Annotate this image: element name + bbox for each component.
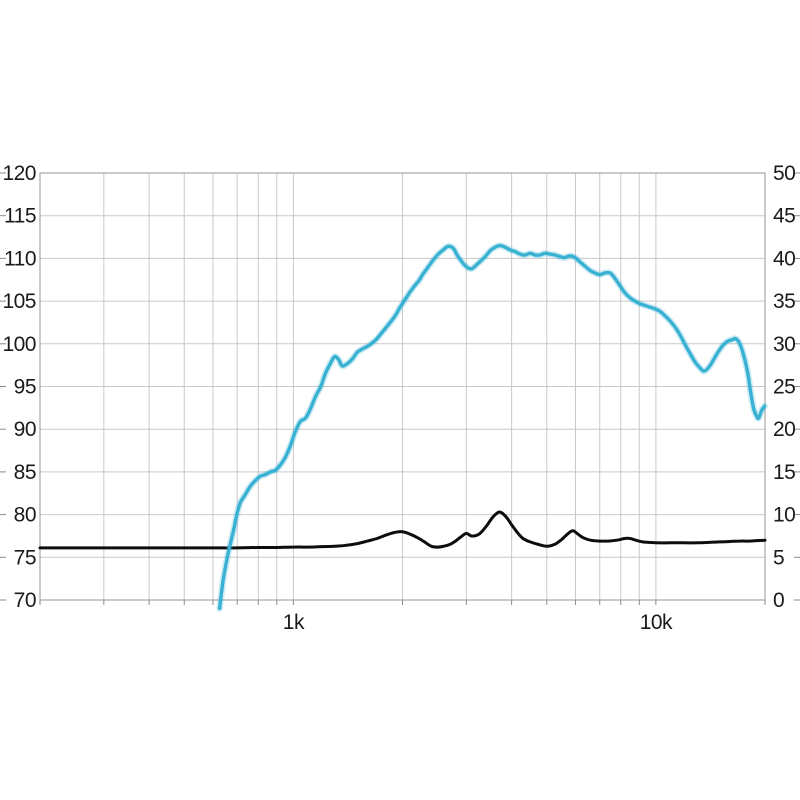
y-left-tick-label: 115 [4,205,36,228]
y-left-tick-label: 85 [14,461,36,484]
spl-curve-halo [216,242,768,612]
y-right-tick-label: 25 [773,376,795,399]
y-right-tick-label: 0 [773,589,784,612]
y-left-tick-label: 100 [2,333,36,356]
y-left-tick-label: 90 [14,418,36,441]
y-right-tick-label: 15 [773,461,795,484]
y-right-tick-label: 10 [773,504,795,527]
y-right-tick-label: 45 [773,205,795,228]
x-axis-tick-label: 10k [640,611,673,634]
y-right-tick-label: 35 [773,290,795,313]
y-left-tick-label: 120 [2,162,36,185]
y-left-tick-label: 75 [14,546,36,569]
y-right-tick-label: 50 [773,162,795,185]
x-axis-tick-label: 1k [283,611,305,634]
y-right-tick-label: 30 [773,333,795,356]
y-right-tick-label: 5 [773,546,784,569]
y-right-tick-label: 40 [773,247,795,270]
y-left-tick-label: 95 [14,376,36,399]
y-left-tick-label: 105 [2,290,36,313]
y-left-tick-label: 110 [4,247,36,270]
y-left-tick-label: 70 [14,589,36,612]
y-right-tick-label: 20 [773,418,795,441]
impedance-curve [38,510,767,550]
spl-curve [217,243,767,611]
y-left-tick-label: 80 [14,504,36,527]
